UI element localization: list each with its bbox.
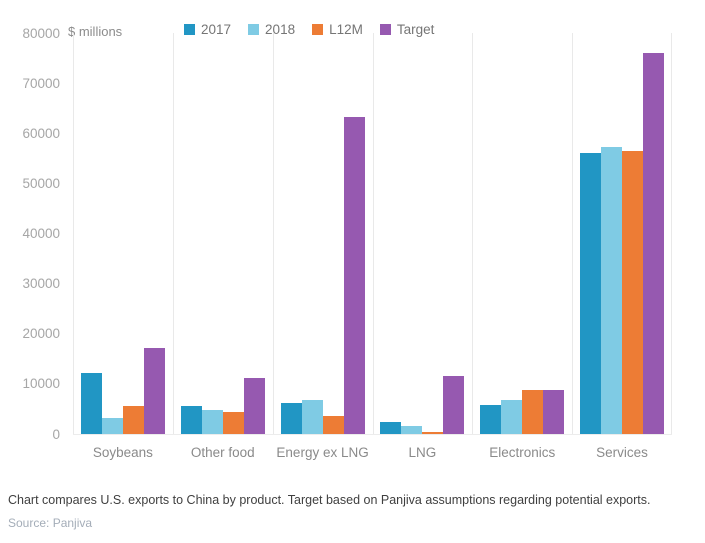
x-axis-label-lng: LNG [408, 445, 437, 460]
x-axis-label-soybeans: Soybeans [92, 445, 153, 460]
bar-2017-services [580, 153, 602, 434]
legend-item-2018: 2018 [248, 22, 295, 37]
x-axis-label-energy-ex-lng: Energy ex LNG [276, 445, 369, 460]
bar-target-other-food [243, 377, 265, 434]
legend-swatch-icon [184, 24, 195, 35]
bar-target-soybeans [143, 347, 165, 434]
bar-2018-electronics [501, 399, 523, 434]
bar-l12m-other-food [222, 412, 244, 434]
category-separator-gridline [73, 33, 74, 434]
bar-2018-other-food [201, 410, 223, 434]
legend-swatch-icon [379, 24, 391, 35]
bar-group-energy-ex-lng [273, 33, 373, 434]
bar-2018-soybeans [101, 418, 123, 434]
y-axis: 0 10000 20000 30000 40000 50000 60000 70000 8000… [0, 26, 60, 440]
bar-2018-lng [401, 425, 423, 434]
x-axis-label-electronics: Electronics [489, 445, 556, 460]
x-axis-label-services: Services [596, 445, 648, 460]
chart-caption: Chart compares U.S. exports to China by … [8, 493, 651, 507]
legend-item-target: Target [379, 22, 435, 37]
legend-label: Target [396, 22, 435, 37]
legend: 2017 2018 L12M Target [184, 22, 434, 37]
x-axis-labels: Soybeans Other food Energy ex LNG LNG Electr… [73, 445, 672, 460]
legend-label: 2018 [265, 22, 296, 37]
y-tick-label: 60000 [22, 125, 60, 141]
legend-item-2017: 2017 [184, 22, 231, 37]
bar-target-electronics [543, 389, 565, 434]
plot-area [73, 33, 672, 435]
bar-l12m-electronics [522, 389, 544, 434]
bar-target-services [643, 53, 665, 434]
y-tick-label: 30000 [22, 275, 60, 291]
bar-groups [73, 33, 672, 434]
bar-group-electronics [472, 33, 572, 434]
bar-l12m-lng [422, 431, 444, 434]
bar-l12m-energy-ex-lng [322, 415, 344, 434]
y-tick-label: 40000 [22, 225, 60, 241]
bar-group-services [572, 33, 672, 434]
bar-2017-lng [380, 422, 402, 434]
bar-2018-services [601, 147, 623, 434]
legend-item-l12m: L12M [312, 22, 363, 37]
bar-l12m-services [622, 150, 644, 434]
bar-target-lng [443, 375, 465, 434]
y-tick-label: 10000 [22, 376, 60, 392]
y-tick-label: 0 [52, 426, 60, 442]
bar-group-soybeans [73, 33, 173, 434]
y-axis-unit-label: $ millions [68, 24, 123, 39]
x-axis-label-other-food: Other food [190, 445, 255, 460]
legend-swatch-icon [248, 24, 260, 35]
category-separator-gridline [671, 33, 672, 434]
bar-2017-soybeans [80, 372, 102, 434]
bar-group-lng [372, 33, 472, 434]
legend-swatch-icon [312, 24, 324, 35]
bar-2017-other-food [180, 406, 202, 434]
y-tick-label: 70000 [22, 75, 60, 91]
category-separator-gridline [172, 33, 174, 434]
y-tick-label: 50000 [22, 175, 60, 191]
chart-source: Source: Panjiva [8, 516, 93, 530]
legend-label: L12M [329, 22, 363, 37]
category-separator-gridline [272, 33, 274, 434]
bar-l12m-soybeans [122, 406, 144, 434]
category-separator-gridline [572, 33, 574, 434]
y-tick-label: 20000 [22, 326, 60, 341]
category-separator-gridline [472, 33, 474, 434]
category-separator-gridline [372, 33, 374, 434]
bar-target-energy-ex-lng [343, 117, 365, 434]
bar-group-other-food [173, 33, 273, 434]
bar-2017-energy-ex-lng [280, 403, 302, 434]
bar-2018-energy-ex-lng [301, 399, 323, 434]
bar-2017-electronics [480, 405, 502, 434]
y-tick-label: 80000 [22, 25, 60, 41]
legend-label: 2017 [201, 22, 232, 37]
